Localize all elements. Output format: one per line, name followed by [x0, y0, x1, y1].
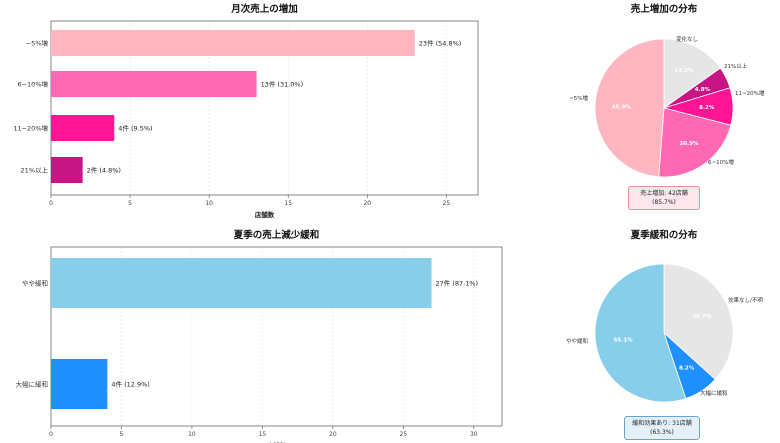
pie-chart-1-slice-label-3: 6~10%増	[708, 158, 734, 166]
pie-chart-2-slice-value-2: 55.1%	[614, 338, 634, 344]
bar-chart-1-tick-label-0: 0	[49, 200, 53, 207]
bar-chart-2-x-axis-label: 店舗数	[267, 441, 287, 443]
bar-chart-1-value-label-3: 2件 (4.8%)	[87, 166, 121, 175]
pie-chart-1-slice-value-4: 45.9%	[612, 104, 632, 110]
bar-chart-2-bar-0	[51, 258, 432, 308]
pie-chart-1-slice-0	[663, 38, 721, 109]
pie-chart-1-slice-label-1: 21%以上	[724, 62, 748, 70]
bar-chart-2-bar-1	[51, 359, 108, 409]
bar-chart-2-category-label-0: やや緩和	[22, 279, 48, 288]
bar-chart-1-bar-0	[51, 30, 415, 56]
pie-chart-2-slice-label-1: 大幅に緩和	[700, 389, 728, 397]
pie-chart-2-slice-value-0: 36.7%	[692, 314, 712, 320]
bar-chart-1-bar-3	[51, 157, 83, 183]
bar-chart-1-bar-1	[51, 71, 257, 97]
pie-chart-1-slice-value-3: 20.9%	[679, 141, 699, 147]
pie-chart-2-slice-label-0: 効果なし/不明	[728, 296, 763, 304]
pie-chart-2-title: 夏季緩和の分布	[630, 229, 698, 241]
pie-2-summary-note: 緩和効果あり: 31店舗 (63.3%)	[624, 416, 700, 440]
bar-chart-2-tick-label-5: 25	[400, 431, 408, 438]
bar-chart-2-value-label-1: 4件 (12.9%)	[111, 380, 149, 389]
bar-chart-1-category-label-1: 6~10%増	[17, 80, 48, 89]
pie-chart-1-slice-3	[658, 107, 732, 178]
bar-chart-2-tick-label-0: 0	[49, 431, 53, 438]
bar-chart-1-category-label-2: 11~20%増	[13, 124, 48, 133]
pie-chart-1-slice-4	[594, 38, 665, 178]
bar-chart-2-value-label-0: 27件 (87.1%)	[436, 279, 479, 288]
bar-chart-1-value-label-2: 4件 (9.5%)	[118, 124, 152, 133]
bar-chart-1-tick-label-3: 15	[284, 200, 292, 207]
bar-chart-2-tick-label-6: 30	[470, 431, 478, 438]
bar-chart-2-tick-label-1: 5	[120, 431, 124, 438]
bar-chart-1-tick-label-1: 5	[128, 200, 132, 207]
pie-chart-1-title: 売上増加の分布	[631, 3, 698, 15]
bar-chart-1-title: 月次売上の増加	[230, 3, 298, 15]
pie-1-summary-note: 売上増加: 42店舗 (85.7%)	[628, 186, 700, 210]
pie-chart-1-slice-value-1: 4.8%	[695, 87, 711, 93]
bar-chart-2-plot-frame	[50, 246, 503, 427]
bar-chart-1-tick-label-4: 20	[363, 200, 371, 207]
bar-chart-1-category-label-0: ~5%増	[26, 39, 49, 48]
bar-chart-2-category-label-1: 大幅に緩和	[16, 380, 49, 389]
bar-chart-1-value-label-1: 13件 (31.0%)	[261, 80, 304, 89]
bar-chart-2-tick-label-3: 15	[259, 431, 267, 438]
pie-chart-2-slice-0	[663, 263, 734, 380]
pie-chart-2-slice-label-2: やや緩和	[566, 337, 588, 345]
bar-chart-1-tick-label-2: 10	[205, 200, 213, 207]
bar-chart-1-x-axis-label: 店舗数	[255, 210, 275, 219]
pie-chart-1-slice-value-2: 8.2%	[699, 105, 715, 111]
pie-chart-1-slice-label-0: 変化なし	[676, 35, 698, 43]
bar-chart-1-value-label-0: 23件 (54.8%)	[419, 39, 462, 48]
pie-chart-1-slice-value-0: 14.3%	[674, 68, 694, 74]
pie-chart-2-slice-2	[594, 263, 687, 403]
bar-chart-1-category-label-3: 21%以上	[21, 166, 49, 175]
bar-chart-1-bar-2	[51, 115, 115, 141]
bar-chart-2-title: 夏季の売上減少緩和	[233, 229, 320, 241]
pie-chart-2-slice-value-1: 8.2%	[679, 366, 695, 372]
bar-chart-1-tick-label-5: 25	[443, 200, 451, 207]
bar-chart-2-tick-label-2: 10	[188, 431, 196, 438]
pie-chart-1-slice-label-2: 11~20%増	[735, 89, 765, 97]
bar-chart-2-tick-label-4: 20	[329, 431, 337, 438]
bar-chart-1-plot-frame	[50, 20, 479, 196]
pie-chart-1-slice-label-4: ~5%増	[569, 94, 588, 102]
